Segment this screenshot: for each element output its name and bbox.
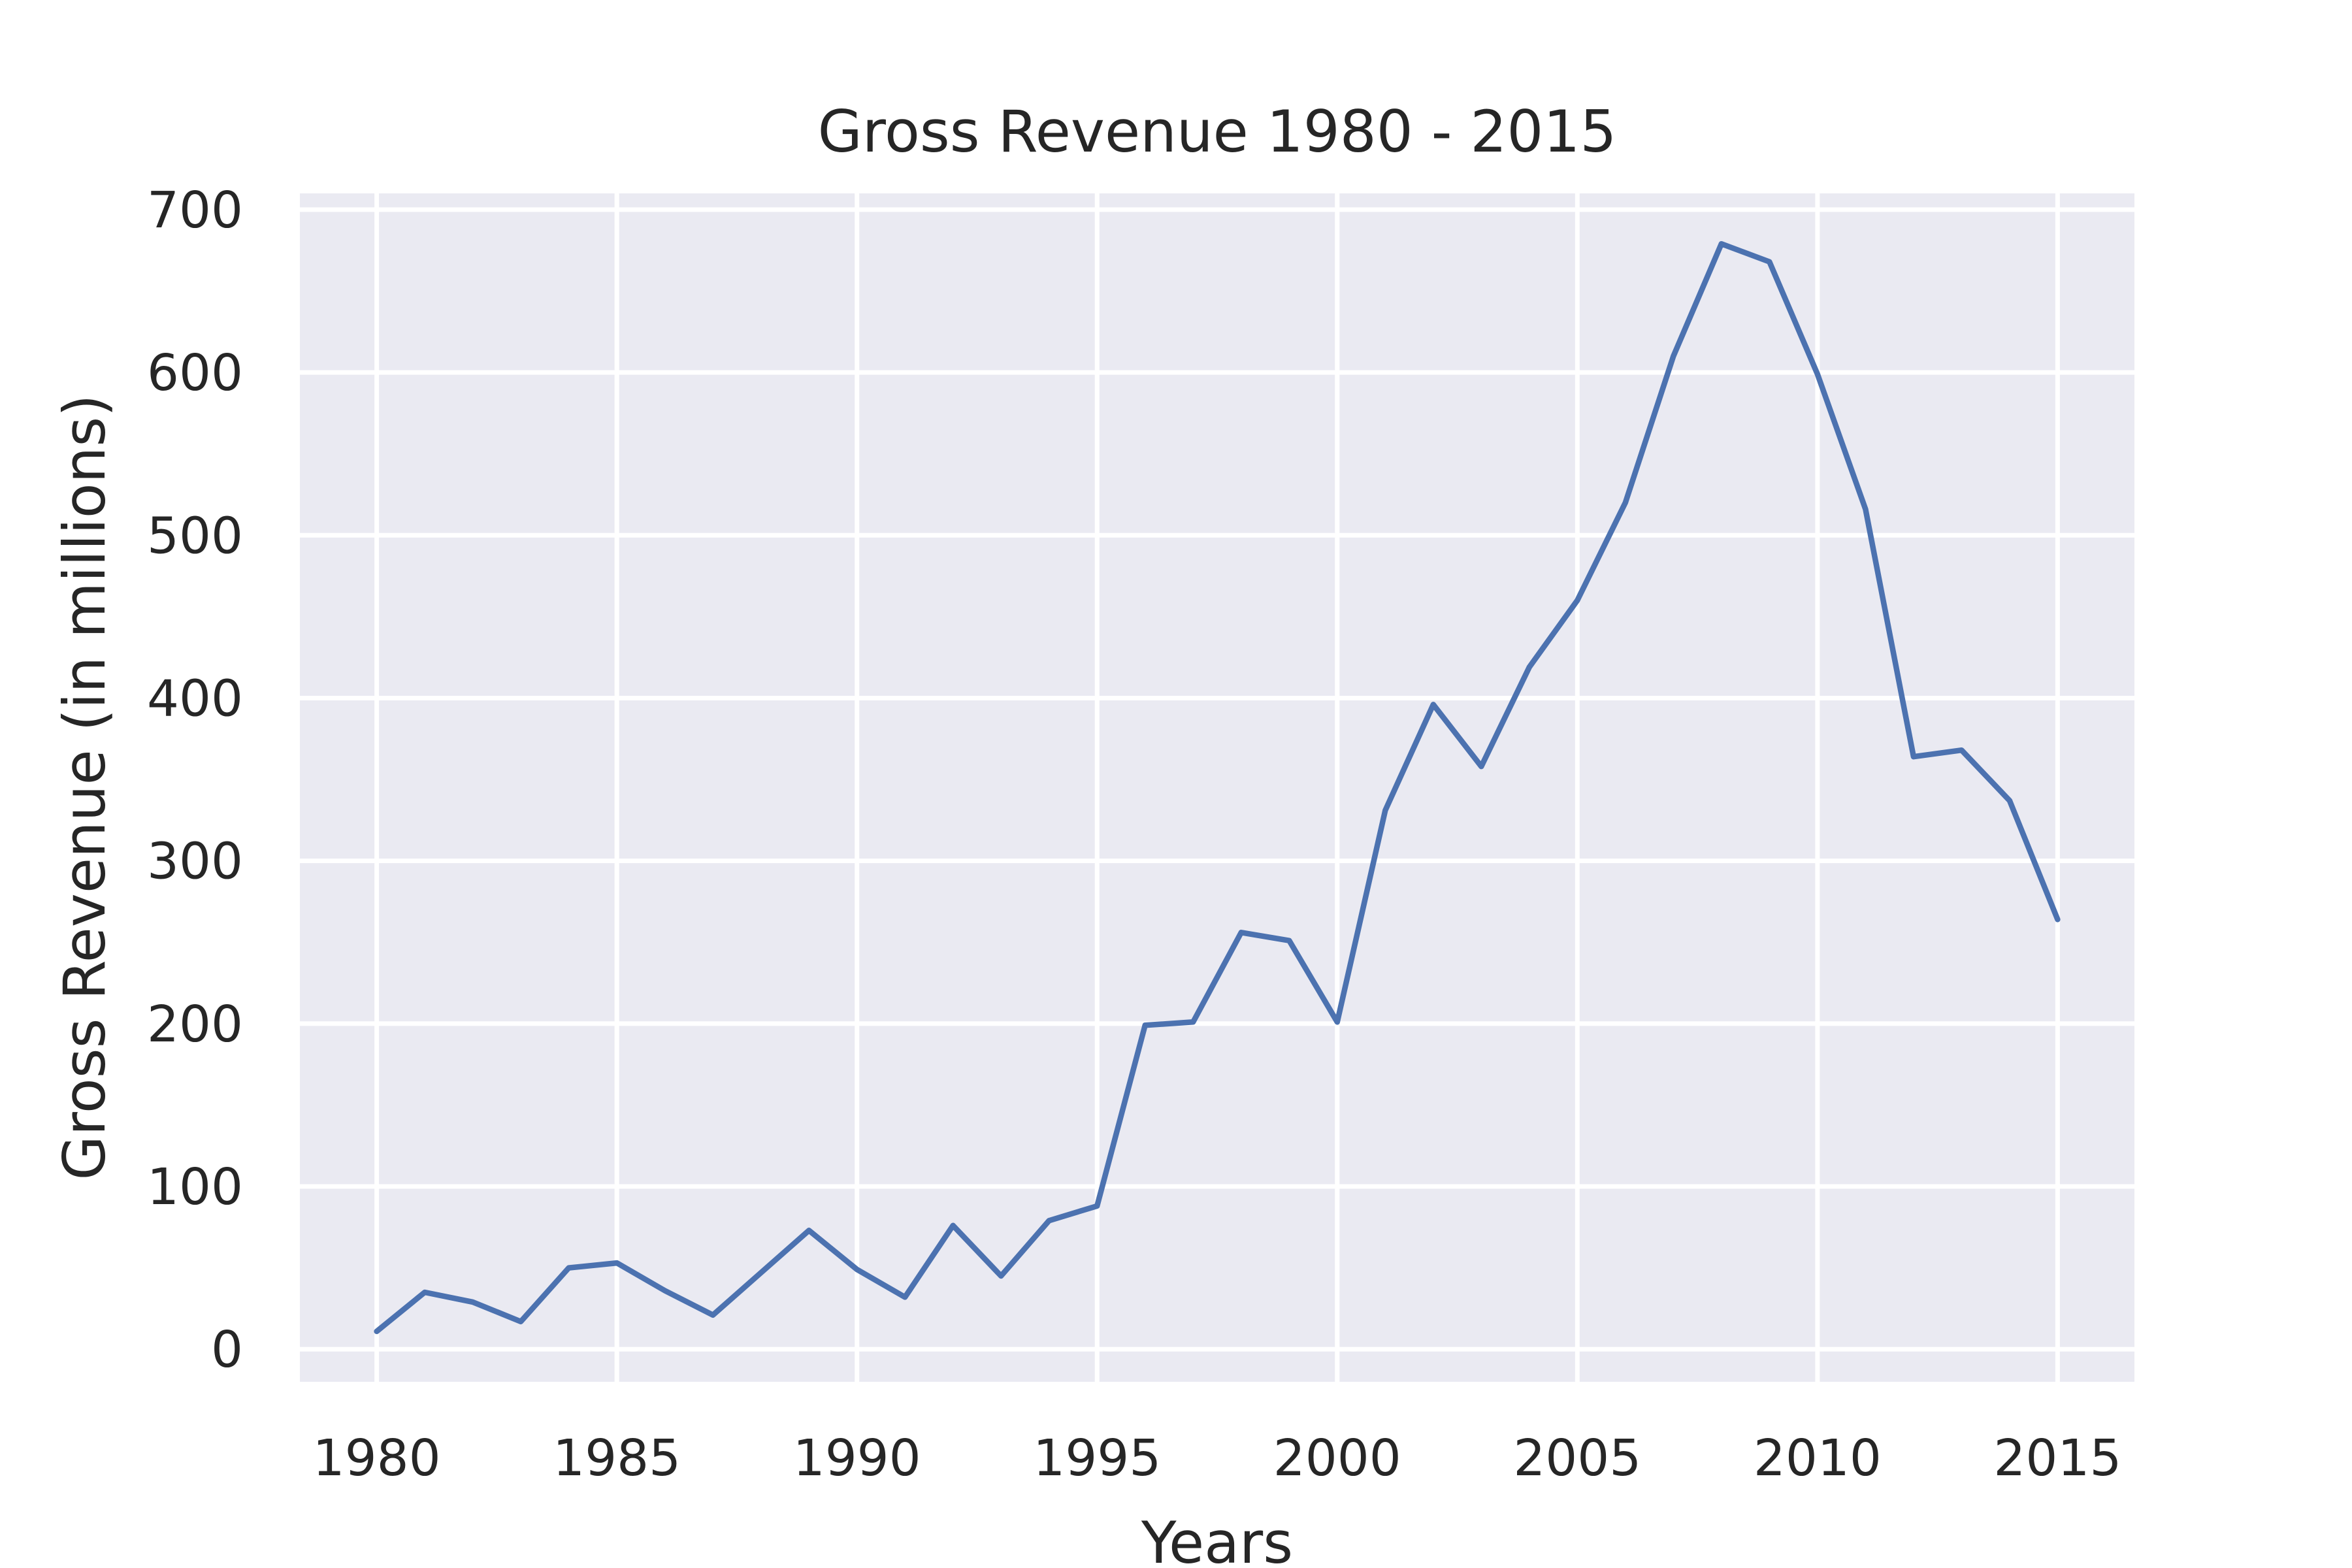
x-tick-label: 1980 bbox=[313, 1429, 441, 1488]
data-point bbox=[951, 1224, 955, 1228]
y-tick-label: 200 bbox=[147, 996, 243, 1054]
data-point bbox=[2055, 917, 2059, 921]
data-point bbox=[807, 1228, 811, 1232]
data-point bbox=[1479, 764, 1483, 768]
data-point bbox=[1287, 939, 1291, 943]
data-point bbox=[711, 1313, 715, 1317]
data-point bbox=[1720, 242, 1723, 246]
data-point bbox=[903, 1295, 907, 1299]
series-layer bbox=[374, 240, 2061, 1335]
x-tick-label: 2005 bbox=[1513, 1429, 1641, 1488]
data-point bbox=[1575, 598, 1579, 602]
y-tick-label: 100 bbox=[147, 1158, 243, 1217]
data-point bbox=[1143, 1023, 1147, 1027]
data-point bbox=[519, 1320, 523, 1324]
data-point bbox=[999, 1274, 1003, 1278]
data-point bbox=[375, 1330, 379, 1333]
y-tick-label: 500 bbox=[147, 507, 243, 565]
data-point bbox=[855, 1267, 859, 1271]
data-point bbox=[615, 1261, 619, 1265]
data-point bbox=[663, 1288, 667, 1292]
y-axis-label: Gross Revenue (in millions) bbox=[51, 395, 118, 1181]
x-tick-label: 2000 bbox=[1273, 1429, 1401, 1488]
data-point bbox=[1239, 930, 1243, 934]
y-tick-label: 300 bbox=[147, 833, 243, 891]
data-point bbox=[1671, 354, 1675, 358]
x-axis-label: Years bbox=[1141, 1509, 1293, 1568]
x-gridlines bbox=[374, 193, 2060, 1382]
y-tick-label: 0 bbox=[211, 1321, 243, 1379]
data-point bbox=[471, 1300, 475, 1304]
x-tick-label: 1985 bbox=[553, 1429, 681, 1488]
y-tick-label: 400 bbox=[147, 670, 243, 728]
data-point bbox=[1335, 1020, 1339, 1024]
y-tick-label: 700 bbox=[147, 182, 243, 240]
data-point bbox=[1095, 1204, 1099, 1208]
data-point bbox=[1047, 1218, 1051, 1222]
data-point bbox=[1767, 260, 1771, 264]
data-point bbox=[1624, 500, 1627, 504]
x-tick-labels: 1980 1985 1990 1995 2000 2005 2010 2015 bbox=[313, 1429, 2122, 1488]
y-tick-label: 600 bbox=[147, 344, 243, 402]
data-point bbox=[1191, 1020, 1195, 1024]
x-tick-label: 1990 bbox=[793, 1429, 921, 1488]
y-tick-labels: 0 100 200 300 400 500 600 700 bbox=[147, 182, 243, 1379]
data-point bbox=[759, 1271, 763, 1275]
x-tick-label: 2015 bbox=[1993, 1429, 2121, 1488]
data-point bbox=[2008, 798, 2012, 802]
chart-title: Gross Revenue 1980 - 2015 bbox=[818, 98, 1617, 165]
data-point bbox=[423, 1290, 427, 1294]
data-point bbox=[567, 1266, 571, 1270]
data-point bbox=[1527, 665, 1531, 669]
x-tick-label: 1995 bbox=[1033, 1429, 1161, 1488]
data-point bbox=[1959, 748, 1963, 752]
data-point bbox=[1431, 702, 1435, 706]
data-point bbox=[1912, 755, 1916, 759]
data-point bbox=[1816, 372, 1820, 376]
x-tick-label: 2010 bbox=[1754, 1429, 1882, 1488]
plot-background bbox=[300, 193, 2134, 1382]
data-point bbox=[1863, 507, 1867, 511]
series-line bbox=[374, 240, 2061, 1335]
y-gridlines bbox=[300, 207, 2134, 1352]
data-point bbox=[1383, 808, 1387, 812]
